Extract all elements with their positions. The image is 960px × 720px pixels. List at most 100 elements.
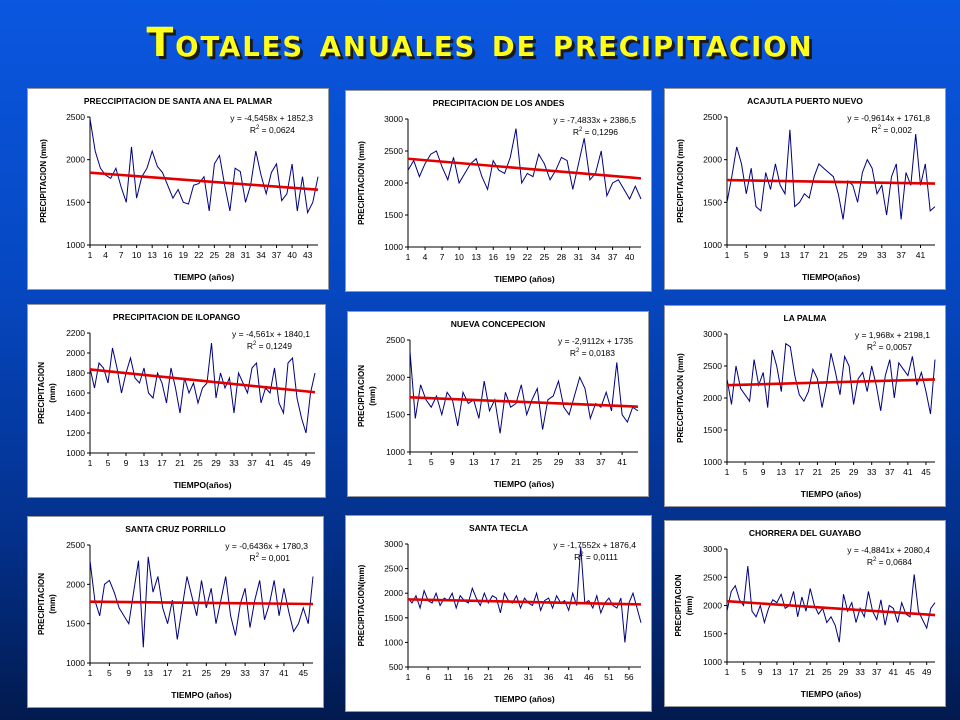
x-tick-label: 17 — [789, 667, 799, 677]
chart-panel-santa-cruz: SANTA CRUZ PORRILLO 1000 1500 2000 2500 1 5 9 13… — [27, 516, 324, 708]
x-tick-label: 41 — [903, 467, 913, 477]
y-tick-label: 1500 — [66, 619, 85, 629]
x-axis-label: TIEMPO (años) — [174, 272, 235, 282]
x-tick-label: 33 — [867, 467, 877, 477]
y-tick-label: 1000 — [66, 448, 85, 458]
y-tick-label: 2500 — [386, 335, 405, 345]
y-tick-label: 1400 — [66, 408, 85, 418]
x-tick-label: 13 — [143, 668, 153, 678]
y-tick-label: 1500 — [66, 197, 85, 207]
x-tick-label: 25 — [210, 250, 220, 260]
y-tick-label: 1000 — [386, 447, 405, 457]
chart-ilopango: PRECIPITACION DE ILOPANGO 1000 1200 1400 160… — [37, 312, 316, 490]
x-tick-label: 13 — [471, 252, 481, 262]
x-axis-label: TIEMPO (años) — [171, 690, 232, 700]
x-axis-label: TIEMPO(años) — [802, 272, 860, 282]
y-axis-label: PRECIPITACION (mm) — [357, 141, 366, 225]
x-tick-label: 37 — [272, 250, 282, 260]
x-tick-label: 29 — [858, 250, 868, 260]
x-axis-label: TIEMPO (años) — [494, 274, 555, 284]
y-tick-label: 3000 — [703, 329, 722, 339]
x-tick-label: 17 — [157, 458, 167, 468]
y-axis-label: PRECCIPITACION (mm) — [676, 353, 685, 443]
x-tick-label: 31 — [524, 672, 534, 682]
x-tick-label: 7 — [119, 250, 124, 260]
trend-equation: y = -0,9614x + 1761,8 — [847, 113, 930, 123]
x-tick-label: 11 — [444, 672, 453, 682]
trend-equation: y = -4,561x + 1840,1 — [232, 329, 310, 339]
x-tick-label: 31 — [574, 252, 584, 262]
x-tick-label: 21 — [819, 250, 829, 260]
y-axis-label: PRECIPITACION — [357, 365, 366, 427]
y-axis-label: PRECIPITACION — [37, 573, 46, 635]
r-squared: R2 = 0,1249 — [247, 341, 292, 351]
trend-equation: y = -4,5458x + 1852,3 — [230, 113, 313, 123]
r-squared: R2 = 0,002 — [872, 125, 913, 135]
slide-title: Totales anuales de precipitacion — [146, 20, 814, 66]
x-tick-label: 34 — [256, 250, 266, 260]
x-tick-label: 13 — [780, 250, 790, 260]
y-tick-label: 1800 — [66, 368, 85, 378]
x-tick-label: 13 — [772, 667, 782, 677]
chart-title: PRECIPITACION DE LOS ANDES — [433, 98, 565, 108]
chart-panel-la-palma: LA PALMA 1000 1500 2000 2500 3000 1 5 9 13 17 21 25 2… — [664, 305, 946, 507]
r-squared: R2 = 0,001 — [250, 553, 291, 563]
y-tick-label: 2000 — [386, 372, 405, 382]
y-tick-label: 1000 — [384, 242, 403, 252]
series-line — [726, 342, 936, 415]
x-tick-label: 5 — [106, 458, 111, 468]
x-tick-label: 1 — [725, 667, 730, 677]
x-tick-label: 33 — [855, 667, 865, 677]
x-tick-label: 25 — [202, 668, 212, 678]
y-tick-label: 1500 — [703, 425, 722, 435]
chart-title: ACAJUTLA PUERTO NUEVO — [747, 96, 863, 106]
trend-line — [89, 368, 316, 394]
x-tick-label: 29 — [221, 668, 231, 678]
y-tick-label: 2500 — [384, 564, 403, 574]
x-tick-label: 56 — [624, 672, 634, 682]
series-line — [726, 129, 936, 220]
chart-panel-acajutla: ACAJUTLA PUERTO NUEVO 1000 1500 2000 2500 1 5 9… — [664, 88, 946, 290]
y-tick-label: 1600 — [66, 388, 85, 398]
x-tick-label: 19 — [506, 252, 516, 262]
x-tick-label: 4 — [423, 252, 428, 262]
x-tick-label: 25 — [831, 467, 841, 477]
chart-panel-ilopango: PRECIPITACION DE ILOPANGO 1000 1200 1400 160… — [27, 304, 326, 498]
y-tick-label: 500 — [389, 662, 403, 672]
series-line — [89, 118, 319, 215]
x-tick-label: 1 — [725, 250, 730, 260]
x-tick-label: 37 — [872, 667, 882, 677]
chart-panel-los-andes: PRECIPITACION DE LOS ANDES 1000 1500 2000 25… — [345, 90, 652, 292]
chart-la-palma: LA PALMA 1000 1500 2000 2500 3000 1 5 9 13 17 21 25 2… — [676, 313, 936, 499]
chart-nueva-concepcion: NUEVA CONCEPECION 1000 1500 2000 2500 1 5 9 13 17… — [357, 319, 639, 489]
x-tick-label: 33 — [240, 668, 250, 678]
x-tick-label: 9 — [124, 458, 129, 468]
trend-line — [409, 396, 639, 408]
trend-line — [726, 378, 936, 387]
r-squared: R2 = 0,0183 — [570, 348, 615, 358]
y-tick-label: 2500 — [384, 146, 403, 156]
trend-equation: y = -1,7552x + 1876,4 — [553, 540, 636, 550]
x-tick-label: 4 — [103, 250, 108, 260]
x-tick-label: 21 — [182, 668, 192, 678]
x-tick-label: 29 — [211, 458, 221, 468]
y-axis-label: (mm) — [368, 386, 377, 406]
x-axis-label: TIEMPO(años) — [173, 480, 231, 490]
series-line — [89, 556, 314, 648]
chart-title: LA PALMA — [784, 313, 827, 323]
x-tick-label: 25 — [838, 250, 848, 260]
chart-santa-ana: PRECCIPITACION DE SANTA ANA EL PALMAR 100… — [39, 96, 319, 282]
r-squared: R2 = 0,1296 — [573, 127, 618, 137]
chart-panel-santa-tecla: SANTA TECLA 500 1000 1500 2000 2500 3000 1 6 11 16… — [345, 515, 652, 712]
x-tick-label: 37 — [885, 467, 895, 477]
x-tick-label: 10 — [454, 252, 464, 262]
chart-panel-santa-ana: PRECCIPITACION DE SANTA ANA EL PALMAR 100… — [27, 88, 329, 290]
x-tick-label: 21 — [484, 672, 494, 682]
y-tick-label: 1500 — [384, 613, 403, 623]
r-squared: R2 = 0,0057 — [867, 342, 912, 352]
x-tick-label: 22 — [194, 250, 204, 260]
x-tick-label: 9 — [761, 467, 766, 477]
y-axis-label: (mm) — [48, 594, 57, 614]
x-tick-label: 17 — [163, 668, 173, 678]
chart-title: CHORRERA DEL GUAYABO — [749, 528, 862, 538]
